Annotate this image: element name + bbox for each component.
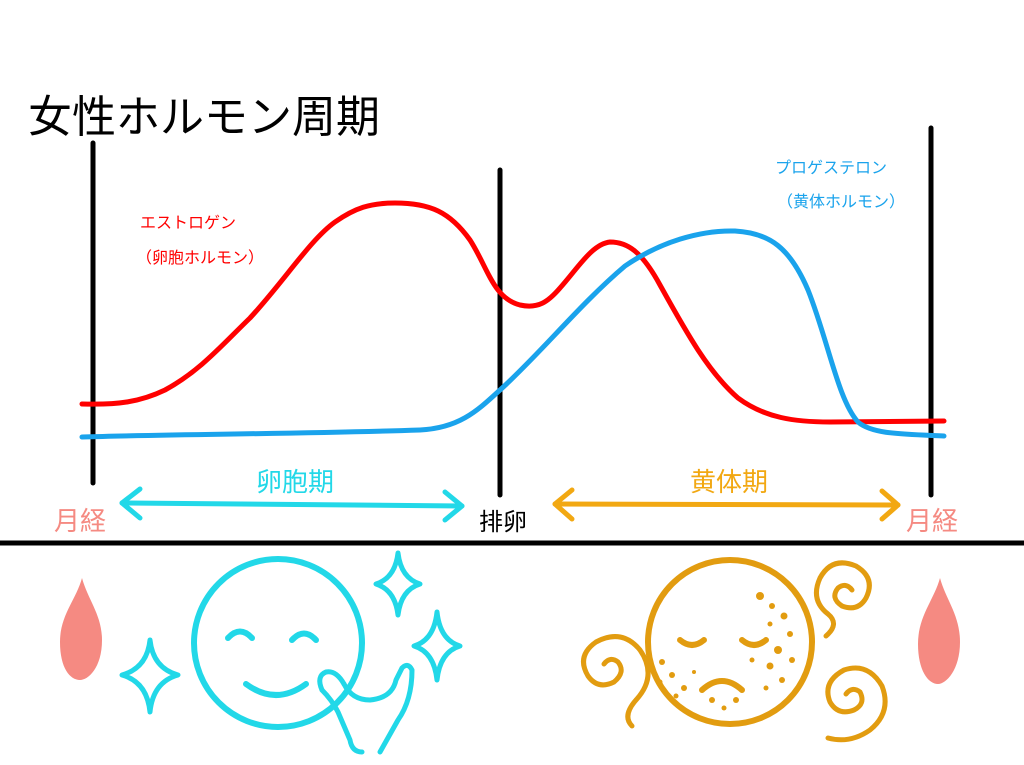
blood-drop-icon: [918, 578, 960, 684]
menstruation-label-left: 月経: [54, 507, 106, 537]
follicular-phase-label: 卵胞期: [256, 468, 334, 498]
luteal-phase-label: 黄体期: [690, 468, 768, 498]
estrogen-curve: [79, 200, 947, 425]
diagram-title: 女性ホルモン周期: [28, 92, 380, 143]
swirl-icon: [581, 560, 888, 743]
progesterone-label: プロゲステロン: [775, 158, 887, 177]
sparkle-icon: [119, 550, 463, 715]
estrogen-label: エストロゲン: [140, 213, 236, 232]
sad-face-icon: [645, 557, 815, 727]
hand-icon: [317, 662, 415, 755]
menstruation-label-right: 月経: [906, 507, 958, 537]
estrogen-sublabel: （卵胞ホルモン）: [136, 248, 264, 267]
progesterone-sublabel: （黄体ホルモン）: [777, 192, 905, 211]
acne-spots: [657, 592, 795, 711]
smiling-face-icon: [191, 556, 365, 730]
ovulation-label: 排卵: [479, 508, 527, 536]
follicular-arrow: [119, 486, 465, 523]
blood-drop-icon: [60, 578, 102, 680]
progesterone-curve: [79, 228, 947, 440]
luteal-arrow: [552, 487, 901, 522]
